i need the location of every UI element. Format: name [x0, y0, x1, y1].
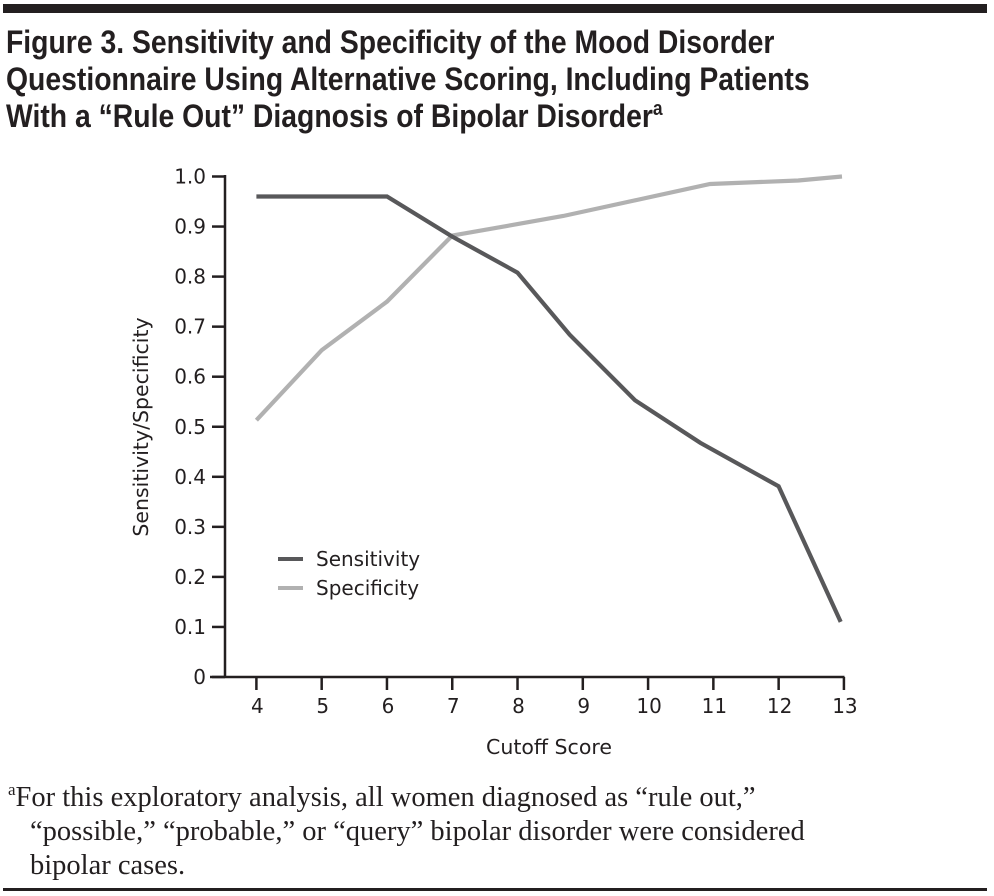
y-ticks: 0 0.1 0.2 0.3 0.4 0.5 0.6 0.7 0.8 0.9 1.0	[174, 165, 225, 689]
x-axis-title: Cutoff Score	[486, 735, 612, 759]
y-axis-title: Sensitivity/Specificity	[129, 317, 153, 536]
y-tick-label: 0.5	[174, 415, 206, 439]
title-footnote-marker: a	[652, 98, 663, 120]
y-tick-label: 0.1	[174, 615, 206, 639]
top-rule	[3, 4, 987, 13]
x-tick-label: 4	[251, 694, 264, 718]
footnote: aFor this exploratory analysis, all wome…	[8, 781, 805, 883]
series-line-specificity	[254, 174, 843, 422]
footnote-line-3: bipolar cases.	[30, 850, 186, 881]
y-tick-label: 0.6	[174, 365, 206, 389]
figure-title: Figure 3. Sensitivity and Specificity of…	[6, 24, 983, 135]
legend-label-specificity: Specificity	[316, 576, 419, 600]
x-tick-label: 9	[577, 694, 590, 718]
axes: 0 0.1 0.2 0.3 0.4 0.5 0.6 0.7 0.8 0.9 1.0 4 5 6 7 8 9 10…	[174, 165, 857, 719]
x-tick-label: 11	[702, 694, 727, 718]
x-tick-label: 10	[636, 694, 661, 718]
x-ticks: 4 5 6 7 8 9 10 11 12 13	[251, 677, 858, 718]
y-tick-label: 0.3	[174, 515, 206, 539]
y-tick-label: 0.2	[174, 565, 206, 589]
y-tick-label: 0	[193, 665, 206, 689]
footnote-line-2: “possible,” “probable,” or “query” bipol…	[30, 816, 805, 847]
x-tick-label: 6	[382, 694, 395, 718]
footnote-marker: a	[8, 780, 16, 799]
bottom-rule	[3, 888, 987, 891]
x-tick-label: 8	[512, 694, 525, 718]
title-line-3: With a “Rule Out” Diagnosis of Bipolar D…	[6, 98, 983, 135]
x-tick-label: 5	[316, 694, 329, 718]
title-line-3-text: With a “Rule Out” Diagnosis of Bipolar D…	[6, 98, 653, 134]
title-line-1: Figure 3. Sensitivity and Specificity of…	[6, 24, 775, 60]
x-tick-label: 12	[767, 694, 792, 718]
y-tick-label: 0.7	[174, 315, 206, 339]
x-tick-label: 7	[447, 694, 460, 718]
legend-label-sensitivity: Sensitivity	[316, 547, 420, 571]
x-tick-label: 13	[832, 694, 857, 718]
series-line-sensitivity	[256, 194, 843, 623]
y-tick-label: 0.4	[174, 465, 206, 489]
legend: Sensitivity Specificity	[278, 547, 420, 600]
y-tick-label: 0.9	[174, 215, 206, 239]
title-line-2: Questionnaire Using Alternative Scoring,…	[6, 61, 810, 97]
series-layer	[254, 174, 843, 623]
footnote-line-1-text: For this exploratory analysis, all women…	[15, 782, 756, 813]
y-tick-label: 1.0	[174, 165, 206, 189]
footnote-line-1: aFor this exploratory analysis, all wome…	[8, 781, 805, 815]
y-tick-label: 0.8	[174, 265, 206, 289]
